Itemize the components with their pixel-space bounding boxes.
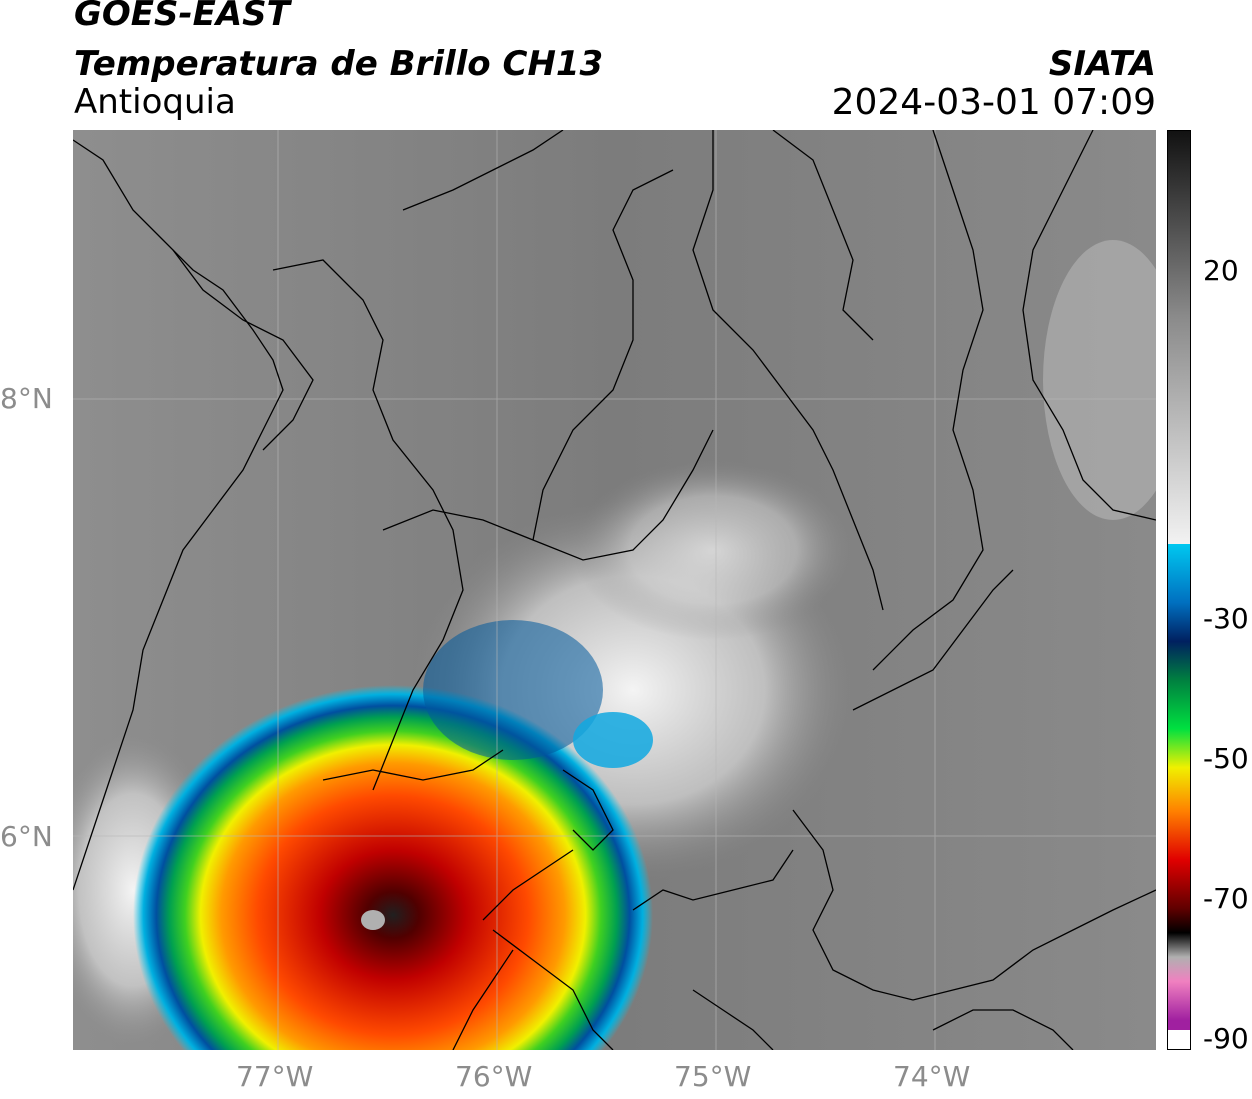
colorbar-tick-minus30: -30 <box>1203 602 1249 635</box>
storm-arm <box>423 620 603 760</box>
storm-cloud-top <box>133 685 653 1050</box>
lon-tick-76w: 76°W <box>455 1060 533 1093</box>
graticule <box>73 130 1156 1050</box>
storm-core <box>361 910 385 930</box>
colorbar-tick-20: 20 <box>1203 254 1239 287</box>
storm-cell-east <box>573 712 653 768</box>
organization-label: SIATA <box>1048 44 1156 84</box>
lon-tick-75w: 75°W <box>674 1060 752 1093</box>
colorbar-under-segment <box>1167 1030 1191 1050</box>
region-label: Antioquia <box>74 82 236 122</box>
central-cloud-2 <box>573 460 853 640</box>
datetime-label: 2024-03-01 07:09 <box>831 82 1156 123</box>
colorbar-cold-segment <box>1167 544 1191 1030</box>
colorbar-warm-segment <box>1167 130 1191 544</box>
brightness-temperature-map[interactable] <box>73 130 1156 1050</box>
lat-tick-6n: 6°N <box>0 820 53 853</box>
lon-tick-77w: 77°W <box>236 1060 314 1093</box>
product-title: Temperatura de Brillo CH13 <box>74 44 604 84</box>
colorbar-tick-minus50: -50 <box>1203 742 1249 775</box>
colorbar-tick-minus70: -70 <box>1203 882 1249 915</box>
lon-tick-74w: 74°W <box>893 1060 971 1093</box>
lat-tick-8n: 8°N <box>0 382 53 415</box>
colorbar-tick-minus90: -90 <box>1203 1022 1249 1055</box>
satellite-title: GOES-EAST <box>74 0 290 34</box>
colorbar <box>1167 130 1191 1050</box>
political-boundaries <box>73 130 1156 1050</box>
